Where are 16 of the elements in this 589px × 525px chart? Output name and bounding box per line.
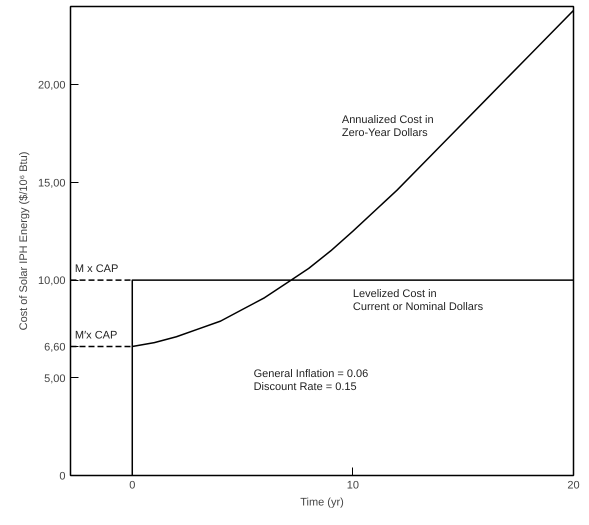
x-tick-label: 10 <box>346 480 360 492</box>
annotation: Annualized Cost in Zero-Year Dollars <box>342 114 434 140</box>
annotation: M′x CAP <box>74 330 118 342</box>
x-tick-label: 0 <box>129 480 136 492</box>
y-axis-title: Cost of Solar IPH Energy ($/10⁶ Btu) <box>18 152 30 330</box>
x-axis-title: Time (yr) <box>300 496 344 508</box>
y-tick-label: 6,60 <box>44 342 66 354</box>
x-tick-label: 20 <box>567 480 580 492</box>
annotation: General Inflation = 0.06 Discount Rate = 0.15 <box>254 368 368 394</box>
y-tick-label: 10,00 <box>38 275 66 288</box>
annotation: Levelized Cost in Current or Nominal Dollars <box>352 288 484 314</box>
annotation: M x CAP <box>74 263 118 276</box>
y-tick-label: 15,00 <box>38 177 66 190</box>
y-tick-label: 0 <box>59 470 66 482</box>
y-tick-label: 20,00 <box>38 80 66 92</box>
y-tick-label: 5,00 <box>44 372 66 385</box>
